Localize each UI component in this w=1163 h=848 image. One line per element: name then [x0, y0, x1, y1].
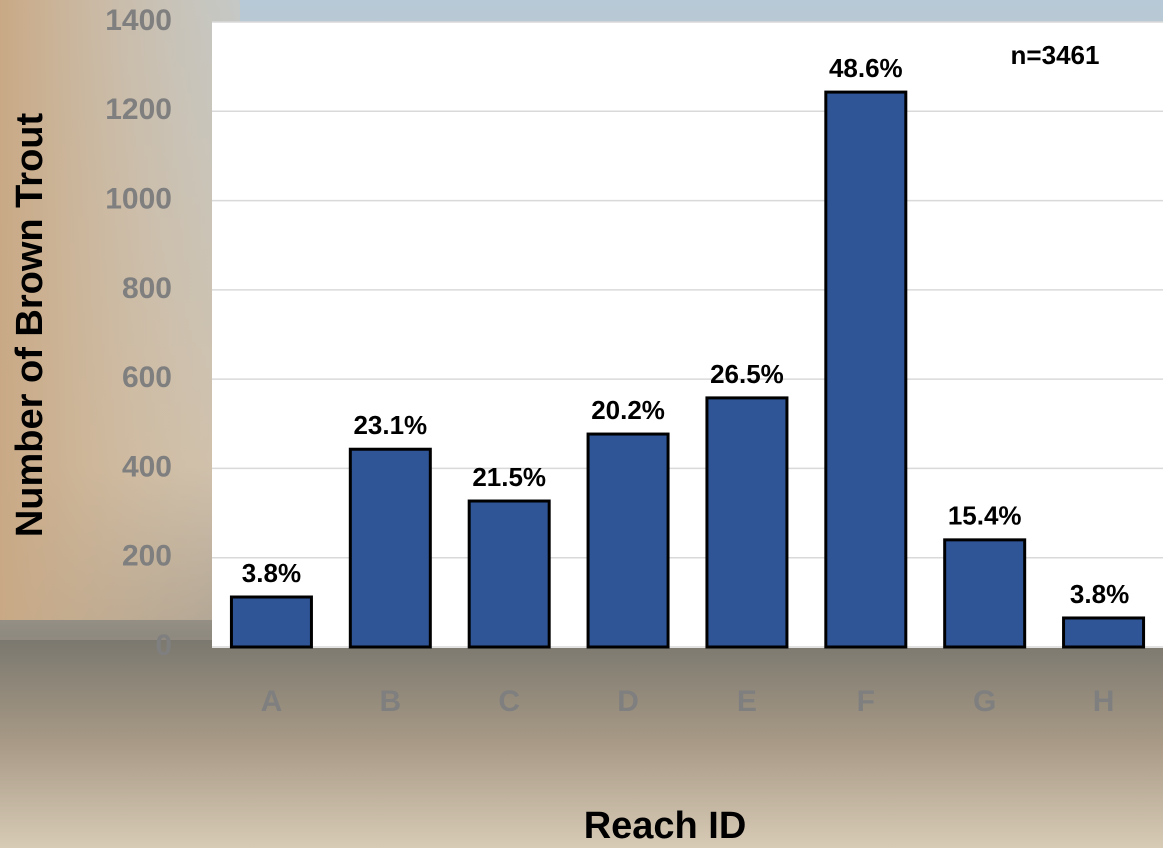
bar	[945, 540, 1025, 647]
y-axis-title: Number of Brown Trout	[9, 113, 51, 538]
x-axis-title: Reach ID	[584, 805, 747, 847]
bar-label: 23.1%	[353, 410, 427, 440]
y-tick-label: 600	[122, 361, 172, 394]
x-tick-label: F	[857, 685, 875, 718]
bar	[231, 597, 311, 647]
bar-label: 21.5%	[472, 462, 546, 492]
bar	[826, 92, 906, 647]
y-tick-label: 200	[122, 540, 172, 573]
bar-label: 3.8%	[242, 558, 301, 588]
y-tick-label: 0	[155, 629, 172, 662]
bar	[469, 501, 549, 647]
bar-label: 26.5%	[710, 359, 784, 389]
background-water	[0, 640, 1163, 848]
bar	[588, 434, 668, 647]
bar-label: 3.8%	[1070, 579, 1129, 609]
x-tick-label: A	[261, 685, 283, 718]
x-tick-label: C	[498, 685, 520, 718]
y-tick-label: 400	[122, 450, 172, 483]
chart: Reach ID Number of Brown Trout n=3461 0 2…	[0, 0, 1163, 848]
bar	[1064, 618, 1144, 647]
y-tick-label: 1200	[105, 93, 172, 126]
x-tick-label: D	[617, 685, 639, 718]
x-tick-label: B	[379, 685, 401, 718]
bar-label: 15.4%	[948, 501, 1022, 531]
bar	[350, 449, 430, 647]
bar	[707, 398, 787, 647]
x-tick-label: H	[1093, 685, 1115, 718]
y-tick-label: 1000	[105, 182, 172, 215]
page: {"chart_data": {"type": "bar", "x_label"…	[0, 0, 1163, 848]
x-tick-label: G	[973, 685, 996, 718]
bar-label: 48.6%	[829, 53, 903, 83]
y-tick-label: 800	[122, 272, 172, 305]
x-tick-label: E	[737, 685, 757, 718]
y-tick-label: 1400	[105, 4, 172, 37]
annotation: n=3461	[1011, 40, 1100, 70]
bar-label: 20.2%	[591, 395, 665, 425]
